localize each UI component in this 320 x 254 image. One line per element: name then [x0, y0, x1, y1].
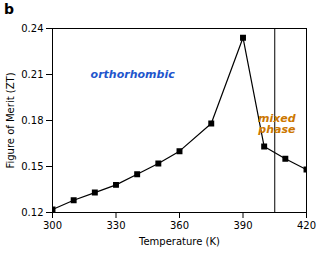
svg-text:mixedphase: mixedphase: [257, 112, 296, 136]
svg-text:360: 360: [170, 220, 189, 231]
svg-text:orthorhombic: orthorhombic: [91, 68, 176, 81]
svg-text:Temperature (K): Temperature (K): [138, 236, 220, 247]
svg-text:0.12: 0.12: [21, 207, 43, 218]
svg-text:Figure of Merit (ZT): Figure of Merit (ZT): [5, 72, 16, 168]
svg-text:420: 420: [297, 220, 316, 231]
svg-text:300: 300: [43, 220, 62, 231]
svg-text:0.24: 0.24: [21, 23, 43, 34]
svg-text:0.21: 0.21: [21, 69, 43, 80]
svg-text:330: 330: [106, 220, 125, 231]
svg-text:390: 390: [233, 220, 252, 231]
svg-text:0.18: 0.18: [21, 115, 43, 126]
svg-text:0.15: 0.15: [21, 161, 43, 172]
html-text:b: b: [4, 1, 14, 17]
